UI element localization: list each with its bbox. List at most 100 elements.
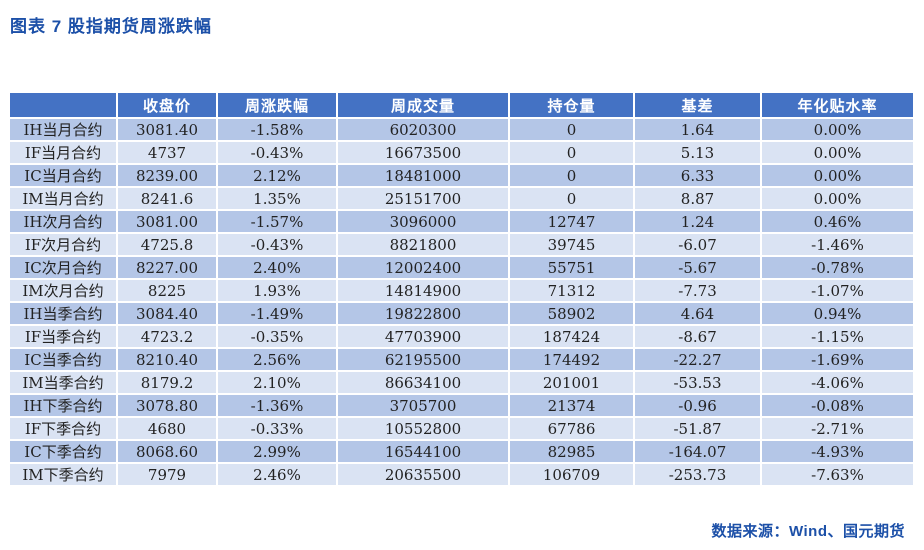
week-change-cell: 2.12%: [218, 165, 338, 188]
discount-cell: -1.69%: [762, 349, 915, 372]
open-interest-cell: 187424: [510, 326, 635, 349]
basis-cell: 4.64: [635, 303, 762, 326]
table-row: IH当月合约 3081.40 -1.58% 6020300 0 1.64 0.00%: [10, 119, 915, 142]
close-cell: 4723.2: [118, 326, 218, 349]
open-interest-cell: 201001: [510, 372, 635, 395]
week-change-cell: -1.57%: [218, 211, 338, 234]
discount-cell: 0.00%: [762, 142, 915, 165]
row-label-cell: IM当季合约: [10, 372, 118, 395]
row-label-cell: IC当季合约: [10, 349, 118, 372]
discount-cell: 0.00%: [762, 165, 915, 188]
discount-cell: -2.71%: [762, 418, 915, 441]
open-interest-cell: 21374: [510, 395, 635, 418]
close-cell: 8068.60: [118, 441, 218, 464]
data-source-note: 数据来源：Wind、国元期货: [711, 523, 905, 540]
row-label-cell: IC下季合约: [10, 441, 118, 464]
week-change-cell: 2.56%: [218, 349, 338, 372]
row-label-cell: IF当季合约: [10, 326, 118, 349]
volume-cell: 8821800: [338, 234, 510, 257]
row-label-cell: IH当月合约: [10, 119, 118, 142]
volume-cell: 47703900: [338, 326, 510, 349]
row-label-cell: IC当月合约: [10, 165, 118, 188]
volume-cell: 14814900: [338, 280, 510, 303]
open-interest-cell: 0: [510, 119, 635, 142]
basis-cell: 5.13: [635, 142, 762, 165]
close-cell: 4737: [118, 142, 218, 165]
table-row: IH当季合约 3084.40 -1.49% 19822800 58902 4.64 0.94…: [10, 303, 915, 326]
volume-cell: 12002400: [338, 257, 510, 280]
futures-table: 收盘价 周涨跌幅 周成交量 持仓量 基差 年化贴水率 IH当月合约 3081.40…: [10, 93, 915, 487]
basis-cell: -0.96: [635, 395, 762, 418]
table-row: IF当月合约 4737 -0.43% 16673500 0 5.13 0.00%: [10, 142, 915, 165]
basis-cell: 1.64: [635, 119, 762, 142]
table-header: 收盘价 周涨跌幅 周成交量 持仓量 基差 年化贴水率: [10, 93, 915, 119]
volume-cell: 86634100: [338, 372, 510, 395]
row-label-cell: IM次月合约: [10, 280, 118, 303]
row-label-cell: IF下季合约: [10, 418, 118, 441]
basis-cell: -22.27: [635, 349, 762, 372]
basis-cell: -253.73: [635, 464, 762, 487]
volume-cell: 16544100: [338, 441, 510, 464]
open-interest-cell: 106709: [510, 464, 635, 487]
basis-cell: -8.67: [635, 326, 762, 349]
discount-cell: -4.06%: [762, 372, 915, 395]
close-cell: 8239.00: [118, 165, 218, 188]
week-change-cell: 2.10%: [218, 372, 338, 395]
table-row: IF次月合约 4725.8 -0.43% 8821800 39745 -6.07 -1.46…: [10, 234, 915, 257]
week-change-cell: 2.40%: [218, 257, 338, 280]
row-label-cell: IH当季合约: [10, 303, 118, 326]
volume-cell: 62195500: [338, 349, 510, 372]
table-row: IF下季合约 4680 -0.33% 10552800 67786 -51.87 -2.71…: [10, 418, 915, 441]
open-interest-cell: 0: [510, 188, 635, 211]
table-row: IH下季合约 3078.80 -1.36% 3705700 21374 -0.96 -0.0…: [10, 395, 915, 418]
volume-cell: 3096000: [338, 211, 510, 234]
volume-cell: 16673500: [338, 142, 510, 165]
open-interest-cell: 71312: [510, 280, 635, 303]
discount-cell: -1.07%: [762, 280, 915, 303]
close-cell: 4680: [118, 418, 218, 441]
open-interest-cell: 82985: [510, 441, 635, 464]
week-change-cell: -1.36%: [218, 395, 338, 418]
volume-cell: 10552800: [338, 418, 510, 441]
week-change-cell: -1.49%: [218, 303, 338, 326]
close-cell: 4725.8: [118, 234, 218, 257]
close-cell: 3081.00: [118, 211, 218, 234]
open-interest-cell: 0: [510, 142, 635, 165]
basis-cell: 1.24: [635, 211, 762, 234]
volume-cell: 19822800: [338, 303, 510, 326]
table-body: IH当月合约 3081.40 -1.58% 6020300 0 1.64 0.00% IF当月…: [10, 119, 915, 487]
discount-cell: 0.00%: [762, 119, 915, 142]
row-label-cell: IC次月合约: [10, 257, 118, 280]
open-interest-cell: 174492: [510, 349, 635, 372]
close-cell: 3078.80: [118, 395, 218, 418]
discount-cell: -1.46%: [762, 234, 915, 257]
header-cell-basis: 基差: [635, 93, 762, 119]
header-cell-discount: 年化贴水率: [762, 93, 915, 119]
basis-cell: -51.87: [635, 418, 762, 441]
close-cell: 7979: [118, 464, 218, 487]
basis-cell: -5.67: [635, 257, 762, 280]
open-interest-cell: 67786: [510, 418, 635, 441]
volume-cell: 6020300: [338, 119, 510, 142]
discount-cell: 0.94%: [762, 303, 915, 326]
close-cell: 8225: [118, 280, 218, 303]
week-change-cell: 1.93%: [218, 280, 338, 303]
row-label-cell: IF当月合约: [10, 142, 118, 165]
volume-cell: 25151700: [338, 188, 510, 211]
row-label-cell: IF次月合约: [10, 234, 118, 257]
table-row: IF当季合约 4723.2 -0.35% 47703900 187424 -8.67 -1.…: [10, 326, 915, 349]
table-row: IM当月合约 8241.6 1.35% 25151700 0 8.87 0.00%: [10, 188, 915, 211]
header-row: 收盘价 周涨跌幅 周成交量 持仓量 基差 年化贴水率: [10, 93, 915, 119]
week-change-cell: -0.33%: [218, 418, 338, 441]
open-interest-cell: 55751: [510, 257, 635, 280]
open-interest-cell: 12747: [510, 211, 635, 234]
row-label-cell: IH次月合约: [10, 211, 118, 234]
close-cell: 8179.2: [118, 372, 218, 395]
week-change-cell: 2.46%: [218, 464, 338, 487]
table-row: IC当月合约 8239.00 2.12% 18481000 0 6.33 0.00%: [10, 165, 915, 188]
volume-cell: 20635500: [338, 464, 510, 487]
volume-cell: 3705700: [338, 395, 510, 418]
week-change-cell: -1.58%: [218, 119, 338, 142]
close-cell: 8227.00: [118, 257, 218, 280]
